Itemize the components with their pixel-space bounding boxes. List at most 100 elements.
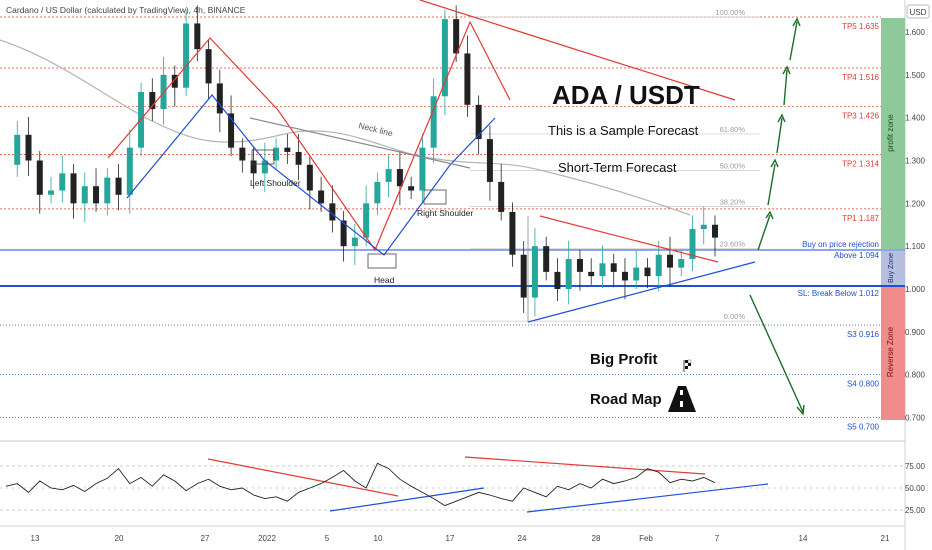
candle-body-36 — [408, 186, 415, 191]
level-label-6: S4 0.800 — [847, 380, 880, 389]
candle-body-44 — [498, 181, 505, 212]
right-shoulder-box — [423, 189, 447, 205]
candle-body-53 — [599, 263, 606, 277]
head-label: Head — [374, 275, 395, 285]
candle-body-15 — [171, 74, 178, 88]
candle-body-50 — [565, 259, 572, 289]
x-tick-10: 7 — [715, 534, 720, 543]
candle-body-57 — [644, 267, 651, 277]
candle-body-46 — [520, 254, 527, 298]
rsi-line — [5, 462, 716, 507]
candle-body-20 — [228, 113, 235, 148]
candles-layer — [14, 5, 718, 317]
candle-body-32 — [363, 203, 370, 238]
level-label-7: S5 0.700 — [847, 422, 880, 431]
major-downtrend-line — [419, 0, 736, 101]
left-shoulder-box — [251, 149, 275, 165]
candle-body-8 — [93, 186, 100, 204]
sl-label: SL: Break Below 1.012 — [798, 289, 880, 298]
y-tick-5: 1.100 — [905, 242, 926, 251]
candle-body-45 — [509, 211, 516, 255]
reverse-zone-label: Reverse Zone — [886, 326, 895, 377]
reverse-zone-bar — [881, 287, 905, 420]
candle-body-48 — [543, 246, 550, 272]
x-tick-12: 21 — [881, 534, 890, 543]
x-tick-3: 2022 — [258, 534, 276, 543]
candle-body-49 — [554, 271, 561, 289]
x-tick-9: Feb — [639, 534, 653, 543]
rsi-tick-2: 25.00 — [905, 506, 926, 515]
candle-body-18 — [205, 49, 212, 84]
price-axis[interactable]: 1.600 1.500 1.400 1.300 1.200 1.100 1.000 0.900… — [905, 28, 926, 422]
candle-body-63 — [712, 224, 718, 238]
y-tick-8: 0.800 — [905, 371, 926, 380]
candle-body-33 — [374, 181, 381, 204]
level-label-5: S3 0.916 — [847, 330, 880, 339]
candle-body-35 — [396, 169, 403, 187]
rsi-pane: 75.00 50.00 25.00 — [0, 456, 926, 515]
candle-body-41 — [464, 53, 471, 105]
short-term-text: Short-Term Forecast — [558, 160, 677, 175]
candle-body-58 — [655, 254, 662, 277]
fib-label-5: 0.00% — [724, 312, 746, 321]
above-label: Above 1.094 — [834, 251, 879, 260]
triangle-lower-line — [527, 261, 756, 323]
time-axis[interactable]: 13 20 27 2022 5 10 17 24 28 Feb 7 14 21 — [31, 534, 890, 543]
candle-body-38 — [430, 96, 437, 148]
x-tick-0: 13 — [31, 534, 40, 543]
profit-zone-label: profit zone — [886, 114, 895, 152]
y-tick-9: 0.700 — [905, 413, 926, 422]
candle-body-56 — [633, 267, 640, 281]
candle-body-16 — [183, 23, 190, 88]
x-tick-7: 24 — [518, 534, 527, 543]
symbol-title: Cardano / US Dollar (calculated by Tradi… — [6, 5, 246, 15]
fib-label-1: 61.80% — [720, 125, 746, 134]
y-tick-6: 1.000 — [905, 285, 926, 294]
buy-zone-bar — [881, 251, 905, 285]
candle-body-23 — [261, 160, 268, 174]
candle-body-2 — [25, 134, 32, 161]
candle-body-37 — [419, 147, 426, 191]
triangle-upper-line — [539, 215, 719, 263]
x-tick-2: 27 — [201, 534, 210, 543]
fib-label-0: 100.00% — [715, 8, 745, 17]
x-tick-4: 5 — [325, 534, 330, 543]
red-zigzag — [107, 20, 511, 252]
level-label-3: TP2 1.314 — [842, 160, 879, 169]
candle-body-13 — [149, 91, 156, 110]
fib-label-2: 50.00% — [720, 161, 746, 170]
candle-body-21 — [239, 147, 246, 161]
candle-body-25 — [284, 147, 291, 152]
rsi-red-trendline-2 — [464, 456, 706, 475]
x-tick-8: 28 — [592, 534, 601, 543]
candle-body-34 — [385, 169, 392, 182]
candle-body-31 — [351, 237, 358, 247]
candle-body-3 — [36, 160, 43, 195]
y-tick-4: 1.200 — [905, 199, 926, 208]
x-tick-5: 10 — [374, 534, 383, 543]
candle-body-60 — [678, 259, 685, 268]
levels-layer: TP5 1.635 TP4 1.516 TP3 1.426 TP2 1.314 TP1 … — [0, 16, 881, 431]
candle-body-42 — [475, 104, 482, 140]
fib-layer: 100.00% 61.80% 50.00% 38.20% 23.60% 0.00% — [470, 8, 760, 322]
candle-body-7 — [81, 186, 88, 204]
x-tick-6: 17 — [446, 534, 455, 543]
candle-body-11 — [126, 147, 133, 195]
profit-zone-bar — [881, 18, 905, 249]
y-tick-1: 1.500 — [905, 71, 926, 80]
candle-body-54 — [610, 263, 617, 272]
rsi-red-trendline-1 — [207, 458, 399, 497]
candle-body-30 — [340, 220, 347, 247]
y-tick-3: 1.300 — [905, 157, 926, 166]
candle-body-10 — [115, 177, 122, 195]
candle-body-5 — [59, 173, 66, 191]
y-tick-7: 0.900 — [905, 328, 926, 337]
road-icon — [668, 386, 696, 412]
forecast-arrows — [749, 17, 805, 416]
candle-body-9 — [104, 177, 111, 204]
level-label-2: TP3 1.426 — [842, 112, 879, 121]
y-tick-0: 1.600 — [905, 28, 926, 37]
currency-badge[interactable] — [906, 4, 930, 19]
currency-label: USD — [910, 8, 927, 17]
